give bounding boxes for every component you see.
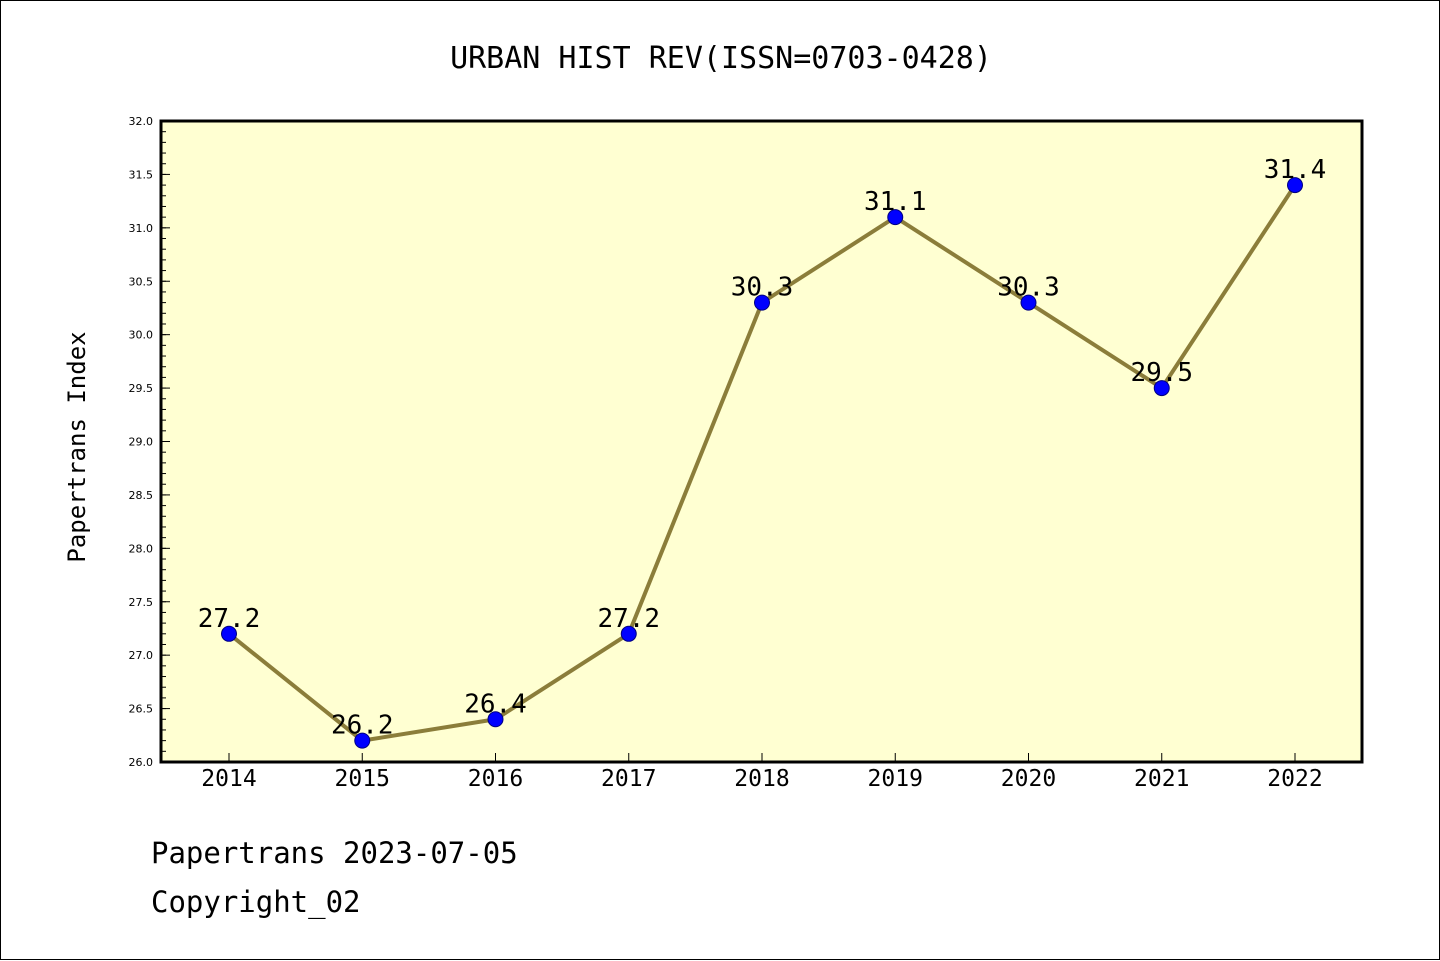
- data-label: 27.2: [198, 604, 261, 634]
- data-label: 27.2: [597, 604, 660, 634]
- data-point-marker: [354, 732, 371, 749]
- y-tick-label: 29.5: [129, 382, 154, 395]
- data-label: 30.3: [731, 273, 794, 303]
- chart-title: URBAN HIST REV(ISSN=0703-0428): [450, 41, 992, 76]
- data-label: 30.3: [997, 273, 1060, 303]
- y-tick-label: 31.5: [129, 168, 154, 181]
- x-tick-label: 2020: [1001, 766, 1056, 792]
- y-tick-label: 27.5: [129, 596, 154, 609]
- data-label: 31.1: [864, 187, 927, 217]
- data-label: 31.4: [1264, 155, 1327, 185]
- y-tick-label: 26.0: [129, 756, 154, 769]
- data-point-marker: [221, 625, 237, 642]
- plot-area: [159, 119, 1364, 764]
- x-tick-label: 2019: [868, 766, 923, 792]
- x-tick-label: 2016: [468, 766, 523, 792]
- data-point-marker: [1020, 294, 1037, 311]
- footer-copyright-line: Copyright_02: [151, 885, 361, 919]
- data-point-marker: [620, 625, 637, 642]
- y-axis-label: Papertrans Index: [63, 331, 91, 562]
- data-label: 26.2: [331, 711, 394, 741]
- data-point-marker: [887, 209, 904, 226]
- y-tick-label: 27.0: [129, 649, 154, 662]
- data-labels: 27.2 26.2 26.4 27.2 30.3 31.1 30.3 29.5 31.4: [198, 155, 1327, 741]
- x-tick-label: 2022: [1267, 766, 1322, 792]
- data-point-marker: [1287, 177, 1303, 194]
- y-axis: 26.0 26.5 27.0 27.5 28.0 28.5 29.0 29.5 30.0 30.5…: [129, 115, 170, 769]
- y-tick-label: 28.0: [129, 542, 154, 555]
- y-tick-label: 26.5: [129, 703, 154, 716]
- y-tick-label: 30.0: [129, 329, 154, 342]
- x-tick-label: 2018: [734, 766, 789, 792]
- y-tick-label: 31.0: [129, 222, 154, 235]
- y-tick-label: 28.5: [129, 489, 154, 502]
- y-tick-label: 32.0: [129, 115, 154, 128]
- data-label: 29.5: [1130, 358, 1193, 388]
- data-point-marker: [754, 294, 770, 311]
- x-tick-label: 2015: [335, 766, 390, 792]
- y-tick-label: 29.0: [129, 436, 154, 449]
- footer-date-line: Papertrans 2023-07-05: [151, 836, 518, 870]
- data-point-marker: [1153, 380, 1170, 397]
- x-tick-label: 2021: [1134, 766, 1189, 792]
- y-tick-label: 30.5: [129, 275, 154, 288]
- data-point-marker: [487, 711, 504, 728]
- x-axis: 2014 2015 2016 2017 2018 2019 2020 2021 2022: [201, 753, 1323, 792]
- x-tick-label: 2017: [601, 766, 656, 792]
- series-markers: [221, 177, 1303, 749]
- x-tick-label: 2014: [201, 766, 256, 792]
- data-label: 26.4: [464, 689, 527, 719]
